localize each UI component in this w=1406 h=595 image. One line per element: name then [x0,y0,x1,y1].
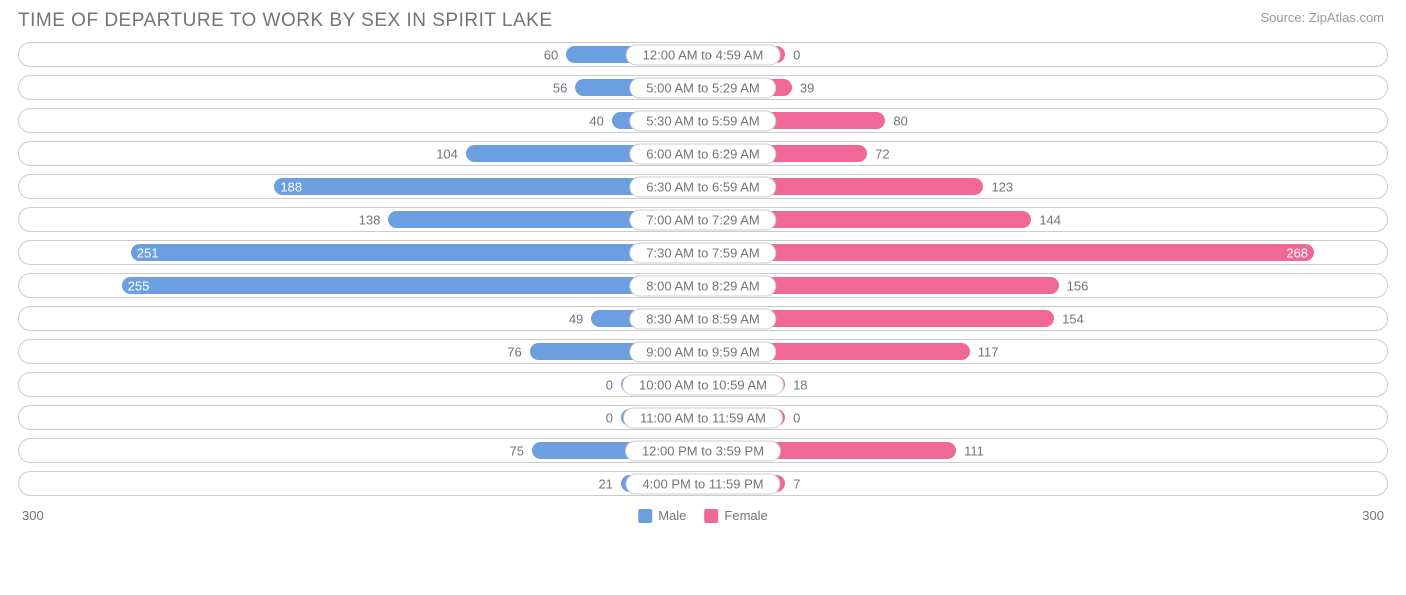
female-value: 117 [978,344,999,359]
legend-item-male: Male [638,508,686,523]
time-range-label: 9:00 AM to 9:59 AM [629,341,776,362]
chart-row: 49 154 8:30 AM to 8:59 AM [18,302,1388,335]
time-range-label: 6:00 AM to 6:29 AM [629,143,776,164]
time-range-label: 8:30 AM to 8:59 AM [629,308,776,329]
male-swatch-icon [638,509,652,523]
male-value: 251 [137,245,159,260]
female-value: 0 [793,47,800,62]
chart-row: 104 72 6:00 AM to 6:29 AM [18,137,1388,170]
time-range-label: 5:00 AM to 5:29 AM [629,77,776,98]
time-range-label: 12:00 AM to 4:59 AM [626,44,781,65]
male-value: 76 [507,344,521,359]
axis-max-left: 300 [22,508,44,523]
male-value: 188 [280,179,302,194]
chart-footer: 300 Male Female 300 [18,504,1388,532]
female-swatch-icon [704,509,718,523]
male-value: 138 [359,212,381,227]
chart-row: 75 111 12:00 PM to 3:59 PM [18,434,1388,467]
chart-row: 138 144 7:00 AM to 7:29 AM [18,203,1388,236]
time-range-label: 6:30 AM to 6:59 AM [629,176,776,197]
time-range-label: 11:00 AM to 11:59 AM [623,407,783,428]
male-value: 0 [606,377,613,392]
female-value: 111 [964,443,984,458]
female-value: 156 [1067,278,1089,293]
time-range-label: 7:00 AM to 7:29 AM [629,209,776,230]
legend-label-male: Male [658,508,686,523]
chart-row: 60 0 12:00 AM to 4:59 AM [18,38,1388,71]
male-value: 40 [589,113,603,128]
chart-row: 76 117 9:00 AM to 9:59 AM [18,335,1388,368]
male-value: 21 [598,476,612,491]
legend-item-female: Female [704,508,767,523]
time-range-label: 5:30 AM to 5:59 AM [629,110,776,131]
chart-row: 40 80 5:30 AM to 5:59 AM [18,104,1388,137]
time-range-label: 10:00 AM to 10:59 AM [622,374,784,395]
legend: Male Female [638,508,768,523]
male-value: 49 [569,311,583,326]
chart-title: TIME OF DEPARTURE TO WORK BY SEX IN SPIR… [18,10,1388,32]
male-value: 56 [553,80,567,95]
female-value: 18 [793,377,807,392]
female-value: 7 [793,476,800,491]
female-bar: 268 [703,244,1314,261]
male-value: 255 [128,278,150,293]
female-value: 268 [1286,245,1308,260]
female-value: 144 [1039,212,1061,227]
female-value: 0 [793,410,800,425]
time-range-label: 4:00 PM to 11:59 PM [625,473,780,494]
chart-row: 0 0 11:00 AM to 11:59 AM [18,401,1388,434]
chart-row: 0 18 10:00 AM to 10:59 AM [18,368,1388,401]
chart-row: 251 268 7:30 AM to 7:59 AM [18,236,1388,269]
female-value: 123 [991,179,1013,194]
female-value: 72 [875,146,889,161]
chart-row: 188 123 6:30 AM to 6:59 AM [18,170,1388,203]
male-value: 0 [606,410,613,425]
legend-label-female: Female [724,508,767,523]
female-value: 80 [893,113,907,128]
male-value: 104 [436,146,458,161]
diverging-bar-chart: 60 0 12:00 AM to 4:59 AM 56 39 5:00 AM to 5:2… [18,38,1388,500]
time-range-label: 7:30 AM to 7:59 AM [629,242,776,263]
male-bar: 251 [131,244,703,261]
male-bar: 255 [122,277,703,294]
chart-row: 21 7 4:00 PM to 11:59 PM [18,467,1388,500]
female-value: 39 [800,80,814,95]
male-value: 60 [544,47,558,62]
source-attribution: Source: ZipAtlas.com [1260,10,1384,25]
female-value: 154 [1062,311,1084,326]
chart-row: 56 39 5:00 AM to 5:29 AM [18,71,1388,104]
axis-max-right: 300 [1362,508,1384,523]
chart-row: 255 156 8:00 AM to 8:29 AM [18,269,1388,302]
time-range-label: 8:00 AM to 8:29 AM [629,275,776,296]
male-value: 75 [510,443,524,458]
time-range-label: 12:00 PM to 3:59 PM [625,440,781,461]
